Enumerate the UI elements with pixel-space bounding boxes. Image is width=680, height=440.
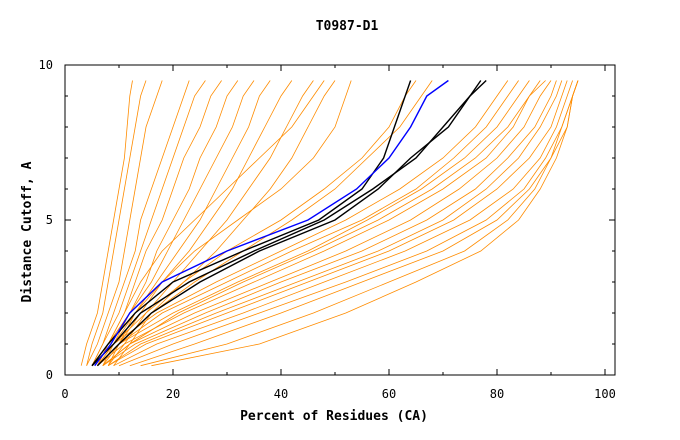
series-line-model-l10 — [107, 80, 293, 366]
series-line-model-r6 — [108, 80, 568, 367]
series-line-model-r8 — [118, 80, 579, 367]
series-line-highlight-black-1 — [91, 80, 412, 367]
series-line-model-r14 — [102, 80, 546, 367]
series-line-model-r11 — [91, 80, 509, 366]
x-tick-label: 100 — [594, 387, 616, 401]
x-tick-label: 60 — [382, 387, 396, 401]
series-line-model-l5 — [91, 80, 206, 366]
y-tick-label: 10 — [39, 58, 53, 72]
curves — [80, 79, 579, 367]
series-line-model-r1 — [97, 80, 530, 366]
series-line-model-l6 — [97, 80, 222, 366]
series-line-model-r7 — [113, 80, 573, 367]
x-axis-label: Percent of Residues (CA) — [240, 409, 428, 424]
series-line-model-r3 — [102, 80, 552, 367]
series-line-model-r5 — [107, 80, 563, 367]
series-line-model-r4 — [102, 80, 557, 367]
series-line-model-r2 — [97, 80, 541, 367]
x-tick-label: 40 — [274, 387, 288, 401]
y-tick-label: 5 — [46, 213, 53, 227]
series-line-model-l12 — [113, 80, 336, 366]
series-line-model-l3 — [86, 80, 163, 366]
series-line-highlight-blue — [94, 79, 449, 367]
series-line-highlight-black-2 — [91, 80, 482, 367]
series-line-model-l13 — [91, 80, 325, 366]
series-line-model-m2 — [97, 80, 417, 366]
x-tick-label: 80 — [490, 387, 504, 401]
series-line-model-l9 — [102, 80, 271, 366]
series-line-model-l2 — [86, 80, 147, 366]
series-line-model-r10 — [140, 80, 579, 367]
y-tick-label: 0 — [46, 368, 53, 382]
x-tick-label: 0 — [61, 387, 68, 401]
series-line-model-l7 — [97, 80, 239, 366]
x-tick-label: 20 — [166, 387, 180, 401]
chart-title: T0987-D1 — [316, 19, 379, 34]
ticks: 0 20 40 60 80 100 0 5 10 — [39, 58, 616, 401]
series-line-highlight-black-3 — [96, 79, 487, 367]
series-line-model-r12 — [97, 80, 519, 366]
series-line-model-l1 — [80, 80, 133, 366]
series-line-model-l8 — [102, 80, 255, 366]
series-line-model-l11 — [107, 80, 314, 366]
y-axis-label: Distance Cutoff, A — [20, 161, 35, 302]
series-line-model-l4 — [91, 80, 190, 366]
series-line-model-l14 — [97, 80, 352, 366]
series-line-model-r13 — [151, 80, 579, 367]
